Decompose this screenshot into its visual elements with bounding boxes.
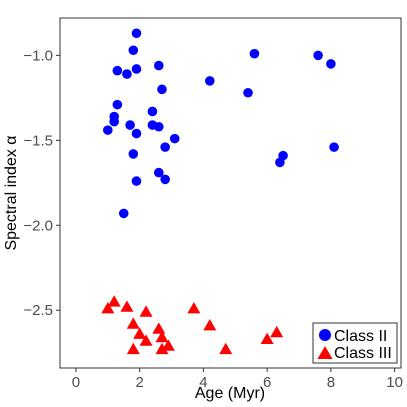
class-ii-point [131,28,142,39]
class-ii-point [131,176,142,186]
class-iii-point [152,322,166,334]
class-iii-point [101,302,115,314]
class-ii-point [153,167,164,178]
y-tick-label: −2.5 [23,302,53,319]
legend-label-class-iii: Class III [334,345,392,362]
class-ii-point [204,76,215,86]
x-tick-label: 0 [72,374,80,391]
class-ii-point [122,69,132,79]
x-tick-label: 10 [386,374,403,391]
x-tick-label: 2 [136,374,144,391]
class-iii-point [107,295,121,307]
class-ii-point [112,99,123,110]
class-ii-point [128,45,139,56]
data-points [101,28,339,355]
class-ii-point [112,65,123,76]
class-ii-point [249,48,260,59]
class-ii-point [103,125,113,135]
class-iii-point [139,305,153,317]
y-axis-title: Spectral index α [3,135,20,250]
class-iii-point [270,325,284,338]
class-ii-point [118,208,129,219]
y-tick-label: −2.0 [23,217,53,234]
class-iii-point [161,339,175,351]
legend: Class II Class III [312,322,398,364]
class-ii-point [313,50,323,61]
class-ii-point [169,133,180,144]
class-iii-point [126,342,140,355]
y-tick-label: −1.5 [23,132,53,149]
class-ii-point [131,128,142,139]
plot-panel-border [59,17,402,369]
class-ii-point [329,142,339,152]
class-ii-point [131,64,142,74]
class-iii-point [219,342,233,355]
class-iii-point [139,334,153,346]
class-ii-point [128,149,139,159]
class-ii-point [153,121,164,132]
x-tick-label: 8 [327,374,335,391]
legend-marker-class-ii [319,329,331,341]
class-ii-point [326,59,336,69]
x-tick-label: 4 [199,374,207,391]
class-ii-point [160,142,170,152]
class-iii-point [203,319,217,331]
class-iii-point [126,317,140,329]
class-iii-point [120,300,134,312]
class-iii-point [133,327,147,339]
x-tick-label: 6 [263,374,271,391]
class-iii-point [155,342,169,355]
class-ii-point [147,106,158,117]
class-ii-point [109,116,119,127]
x-axis: 0 2 4 6 8 10 [72,368,403,391]
legend-label-class-ii: Class II [334,328,387,345]
class-iii-point [155,330,169,343]
class-iii-point [187,302,201,314]
legend-marker-class-iii [317,346,333,359]
class-ii-point [160,174,170,185]
class-ii-point [153,60,164,71]
class-ii-point [125,120,135,130]
x-axis-title: Age (Myr) [195,385,265,402]
y-tick-label: −1.0 [23,47,53,64]
class-ii-point [243,87,253,98]
class-iii-point [260,332,274,344]
class-ii-point [275,157,285,168]
y-axis: −1.0 −1.5 −2.0 −2.5 [23,47,60,319]
class-ii-point [157,84,167,95]
